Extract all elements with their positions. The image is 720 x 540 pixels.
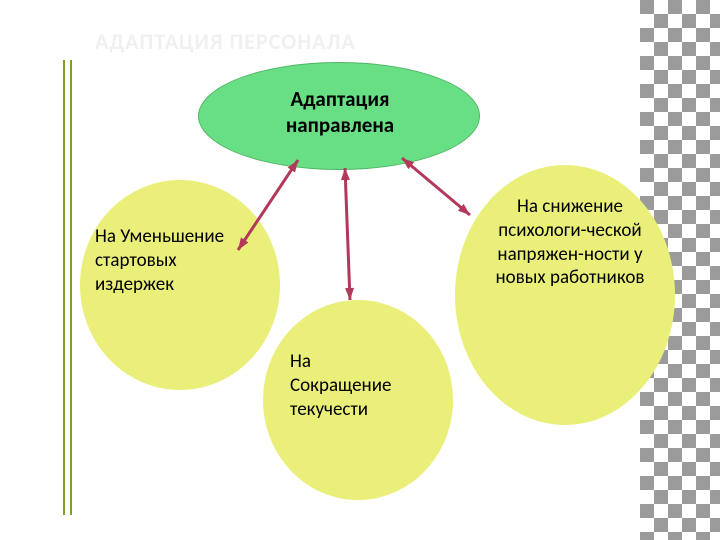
label-middle: На Сокращение текучести: [290, 350, 415, 421]
slide: { "canvas": { "width": 720, "height": 54…: [0, 0, 720, 540]
label-right: На снижение психологи-ческой напряжен-но…: [495, 195, 645, 290]
side-rule-outer: [63, 60, 65, 515]
page-title: АДАПТАЦИЯ ПЕРСОНАЛА: [95, 28, 356, 55]
label-center: Адаптация направлена: [240, 86, 440, 139]
label-left: На Уменьшение стартовых издержек: [95, 225, 245, 296]
side-rule-inner: [70, 60, 72, 515]
